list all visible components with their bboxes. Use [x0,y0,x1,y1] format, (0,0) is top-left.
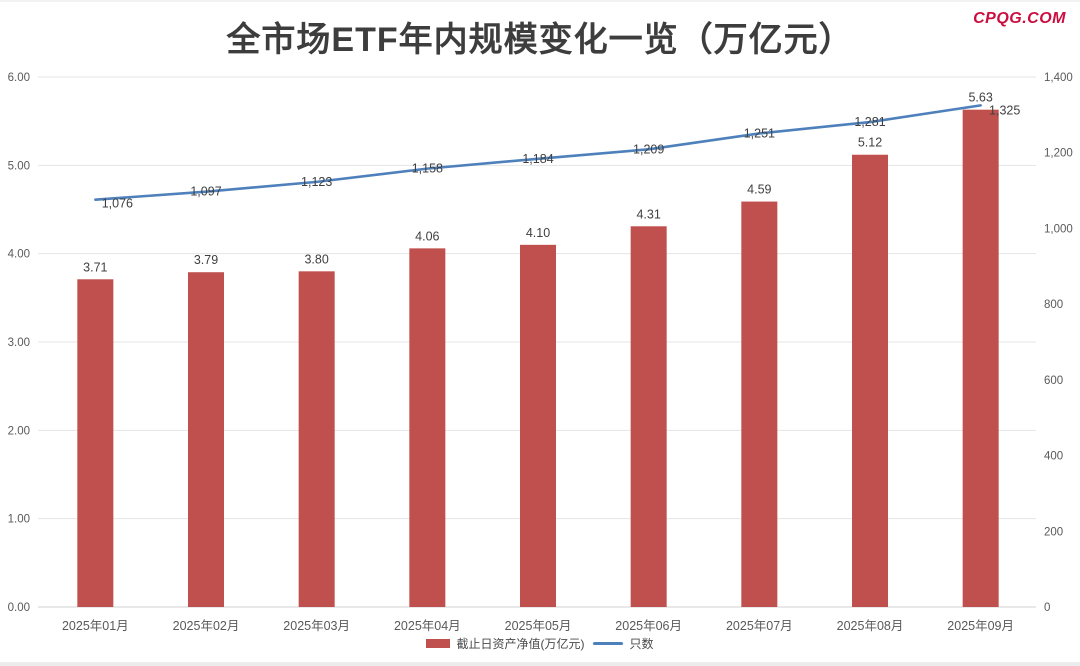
left-axis-tick-label: 3.00 [8,337,30,349]
line-point-label: 1,076 [102,197,133,211]
right-axis-tick-label: 400 [1044,451,1063,463]
x-axis-label: 2025年01月 [62,619,129,633]
right-axis-tick-label: 1,400 [1044,72,1073,84]
left-axis-tick-label: 4.00 [8,249,30,261]
x-axis-label: 2025年04月 [394,619,461,633]
bar [852,154,888,607]
line-point-label: 1,251 [744,126,775,140]
x-axis-label: 2025年08月 [837,619,904,633]
bar-value-label: 3.71 [83,260,107,274]
x-axis-label: 2025年09月 [947,619,1014,633]
bar [77,279,114,607]
bar-value-label: 3.80 [304,252,328,266]
bar [741,201,778,608]
watermark: CPQG.COM [973,10,1066,27]
left-axis-tick-label: 1.00 [8,514,30,526]
right-axis-tick-label: 0 [1044,602,1050,614]
x-axis-label: 2025年06月 [615,619,682,633]
chart-legend: 截止日资产净值(万亿元) 只数 [0,635,1080,652]
x-axis-label: 2025年05月 [505,619,572,633]
bar-value-label: 5.12 [858,136,882,150]
bar-value-label: 4.10 [526,226,550,240]
legend-label-line: 只数 [629,637,654,651]
x-axis-label: 2025年07月 [726,619,793,633]
line-point-label: 1,097 [190,185,221,199]
bar [630,226,667,608]
x-axis-label: 2025年02月 [173,619,240,633]
line-point-label: 1,184 [522,152,553,166]
right-axis-tick-label: 1,000 [1044,223,1073,235]
bar [409,248,446,607]
right-axis-tick-label: 800 [1044,299,1063,311]
line-point-label: 1,281 [854,115,885,129]
line-point-label: 1,123 [301,175,332,189]
bar [188,272,224,607]
legend-item-bar-series: 截止日资产净值(万亿元) [426,635,584,652]
line-swatch-icon [593,642,624,645]
left-axis-tick-label: 6.00 [8,72,30,84]
left-axis-tick-label: 2.00 [8,425,30,437]
x-axis-label: 2025年03月 [283,619,350,633]
line-point-label: 1,325 [989,103,1020,117]
bar-value-label: 5.63 [968,91,992,105]
bar-value-label: 4.59 [747,183,771,197]
right-axis-tick-label: 600 [1044,375,1063,387]
bar [520,244,556,608]
right-axis-tick-label: 1,200 [1044,148,1073,160]
right-axis-tick-label: 200 [1044,526,1063,538]
bar [298,271,335,607]
line-point-label: 1,158 [412,162,443,176]
line-series [94,104,982,201]
chart-title: 全市场ETF年内规模变化一览（万亿元） [226,21,854,59]
line-point-label: 1,209 [633,142,664,156]
left-axis-tick-label: 5.00 [8,160,30,172]
legend-item-line-series: 只数 [593,635,654,652]
left-axis-tick-label: 0.00 [8,602,30,614]
bar-swatch-icon [426,639,451,648]
bar-value-label: 4.06 [415,229,439,243]
bar-value-label: 4.31 [636,207,660,221]
bar [962,109,999,607]
bar-value-label: 3.79 [194,253,218,267]
legend-label-bar: 截止日资产净值(万亿元) [456,637,585,651]
